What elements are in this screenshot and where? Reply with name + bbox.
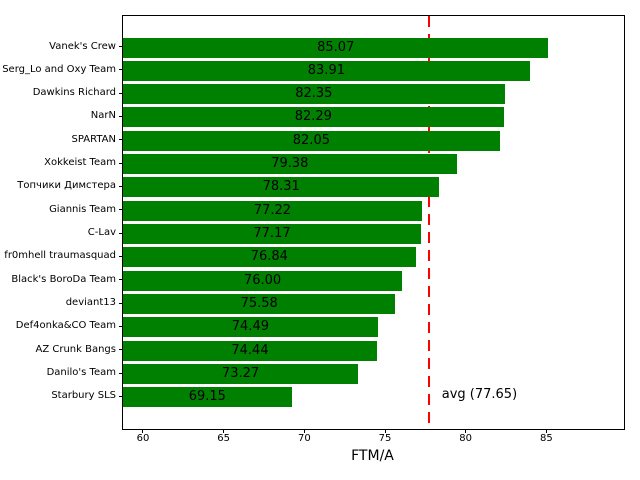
y-tick-label: Starbury SLS <box>51 390 116 402</box>
y-tick-mark <box>119 349 123 351</box>
bar-value-label: 82.05 <box>292 132 330 148</box>
y-tick-mark <box>119 325 123 327</box>
y-tick-mark <box>119 92 123 94</box>
bar: 77.22 <box>123 200 422 221</box>
y-tick-mark <box>119 302 123 304</box>
bar-value-label: 83.91 <box>307 62 345 78</box>
x-tick-label: 65 <box>217 433 230 444</box>
y-tick-mark <box>119 255 123 257</box>
bar-value-label: 76.00 <box>243 272 282 288</box>
y-tick-label: Danilo's Team <box>46 367 116 379</box>
x-tick-mark <box>223 429 225 433</box>
y-tick-label: Serg_Lo and Oxy Team <box>2 63 116 75</box>
y-tick-label: SPARTAN <box>71 133 116 145</box>
y-tick-label: Giannis Team <box>49 203 116 215</box>
y-tick-label: Xokkeist Team <box>44 157 116 169</box>
y-tick-label: Vanek's Crew <box>49 40 116 52</box>
y-tick-label: Dawkins Richard <box>32 87 116 99</box>
y-tick-mark <box>119 115 123 117</box>
y-tick-mark <box>119 185 123 187</box>
x-tick-mark <box>142 429 144 433</box>
y-tick-label: deviant13 <box>65 297 116 309</box>
bar-value-label: 85.07 <box>317 39 355 55</box>
bar: 74.49 <box>123 317 378 338</box>
y-tick-mark <box>119 69 123 71</box>
bar: 78.31 <box>123 177 440 198</box>
bar: 76.00 <box>123 270 403 291</box>
bar: 74.44 <box>123 340 377 361</box>
bar-value-label: 74.44 <box>231 342 269 358</box>
bar: 85.07 <box>123 37 549 58</box>
y-tick-mark <box>119 46 123 47</box>
y-tick-mark <box>119 139 123 141</box>
y-tick-label: fr0mhell traumasquad <box>4 250 116 262</box>
bar-value-label: 78.31 <box>262 179 300 195</box>
y-tick-mark <box>119 232 123 234</box>
bar: 76.84 <box>123 247 416 268</box>
average-line-label: avg (77.65) <box>441 387 518 402</box>
bar: 82.29 <box>123 107 504 128</box>
y-tick-label: AZ Crunk Bangs <box>35 343 117 355</box>
y-tick-mark <box>119 372 123 374</box>
x-tick-mark <box>384 429 386 433</box>
x-tick-label: 70 <box>297 433 311 444</box>
y-tick-mark <box>119 279 123 281</box>
bar-value-label: 69.15 <box>188 389 226 405</box>
bar: 77.17 <box>123 224 422 245</box>
bar: 82.05 <box>123 130 500 151</box>
x-tick-mark <box>465 429 467 433</box>
bar-value-label: 76.84 <box>250 249 288 265</box>
y-tick-mark <box>119 395 123 397</box>
x-tick-label: 60 <box>136 433 150 444</box>
bar: 82.35 <box>123 84 505 105</box>
x-tick-mark <box>303 429 305 433</box>
x-tick-mark <box>545 429 547 433</box>
y-tick-label: C-Lav <box>87 227 116 239</box>
y-tick-label: Топчики Димстера <box>17 180 116 192</box>
y-tick-label: NarN <box>90 110 116 122</box>
bar-value-label: 77.22 <box>253 202 292 218</box>
average-line <box>427 16 430 429</box>
bar-value-label: 82.29 <box>294 109 332 125</box>
bar: 83.91 <box>123 60 530 81</box>
y-tick-label: Def4onka&CO Team <box>15 320 116 332</box>
y-tick-mark <box>119 209 123 211</box>
y-tick-label: Black's BoroDa Team <box>11 273 116 285</box>
x-tick-label: 75 <box>378 433 392 444</box>
bar: 79.38 <box>123 154 457 175</box>
bar: 73.27 <box>123 364 359 385</box>
bar-value-label: 75.58 <box>240 296 278 312</box>
bar-value-label: 77.17 <box>253 226 291 242</box>
bar-value-label: 73.27 <box>221 366 260 382</box>
plot-area: avg (77.65) 85.07 83.91 82.35 82.29 82.05 79.… <box>122 15 625 430</box>
x-tick-label: 85 <box>539 433 553 444</box>
bar: 69.15 <box>123 387 292 408</box>
bar-value-label: 74.49 <box>231 319 269 335</box>
x-axis-label: FTM/A <box>351 448 394 464</box>
bar-value-label: 79.38 <box>271 156 309 172</box>
x-tick-label: 80 <box>459 433 473 444</box>
y-tick-mark <box>119 162 123 164</box>
bar: 75.58 <box>123 294 396 315</box>
bar-value-label: 82.35 <box>295 86 333 102</box>
